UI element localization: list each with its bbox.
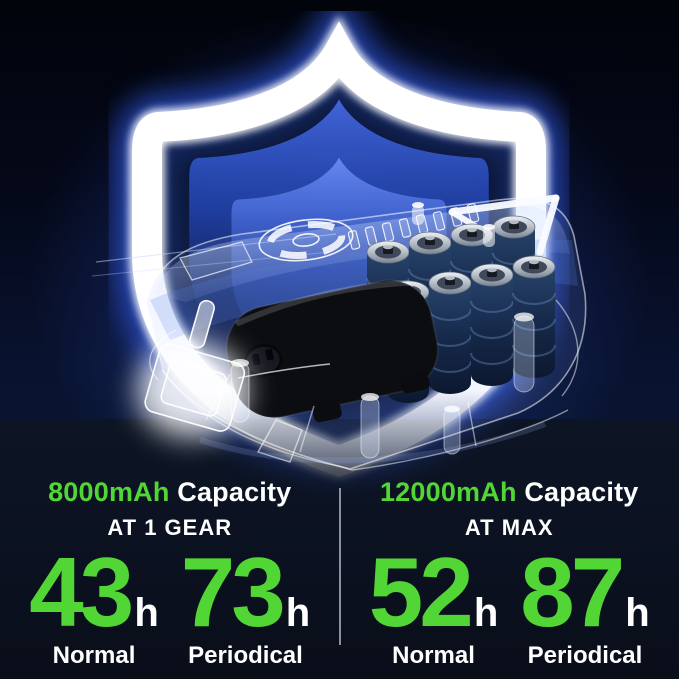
bottom-frame [149,299,579,471]
capacity-column-left: 8000mAh Capacity AT 1 GEAR 43 h Normal 7… [0,462,340,679]
stat-label: Periodical [527,642,643,669]
stat-normal-right: 52 h Normal [368,537,499,670]
bracket-glow [137,342,247,438]
stat-unit: h [473,591,499,635]
capacity-column-right: 12000mAh Capacity AT MAX 52 h Normal 87 … [340,462,679,679]
mode-label-left: AT 1 GEAR [107,515,233,540]
stat-value: 73 [180,537,286,647]
capacity-value: 12000mAh [379,477,517,507]
stat-unit: h [625,591,650,635]
capacity-label: Capacity [524,477,639,507]
stat-normal-left: 43 h Normal [29,537,159,670]
stat-periodical-left: 73 h Periodical [180,537,311,670]
stat-label: Periodical [188,642,303,669]
capacity-heading-right: 12000mAh Capacity [340,477,679,508]
stat-label: Normal [392,642,475,669]
stat-value-line: 73 h [180,537,311,647]
mode-label-right: AT MAX [464,515,554,540]
bracket-arm [237,363,331,379]
side-vent-panel [179,241,253,281]
stats-row-right: 52 h Normal 87 h Periodical [340,537,679,670]
stat-unit: h [285,591,311,635]
stats-row-left: 43 h Normal 73 h Periodical [0,537,340,670]
stat-value: 43 [29,537,134,647]
stat-value: 87 [520,537,625,647]
capacity-label: Capacity [177,477,292,507]
stat-value-line: 52 h [368,537,499,647]
stat-periodical-right: 87 h Periodical [520,537,650,670]
stat-value-line: 87 h [520,537,650,647]
hero-scene [91,0,587,500]
stat-value-line: 43 h [29,537,159,647]
stats-section: 8000mAh Capacity AT 1 GEAR 43 h Normal 7… [0,462,679,679]
mount-bracket [144,299,246,432]
stat-label: Normal [52,642,136,669]
column-divider [338,488,341,645]
mount-posts [230,202,535,459]
capacity-heading-left: 8000mAh Capacity [0,477,340,508]
product-render [91,194,587,471]
floor-reflection [199,421,547,464]
stat-value: 52 [368,537,474,647]
capacity-value: 8000mAh [48,477,170,507]
stat-unit: h [134,591,159,635]
